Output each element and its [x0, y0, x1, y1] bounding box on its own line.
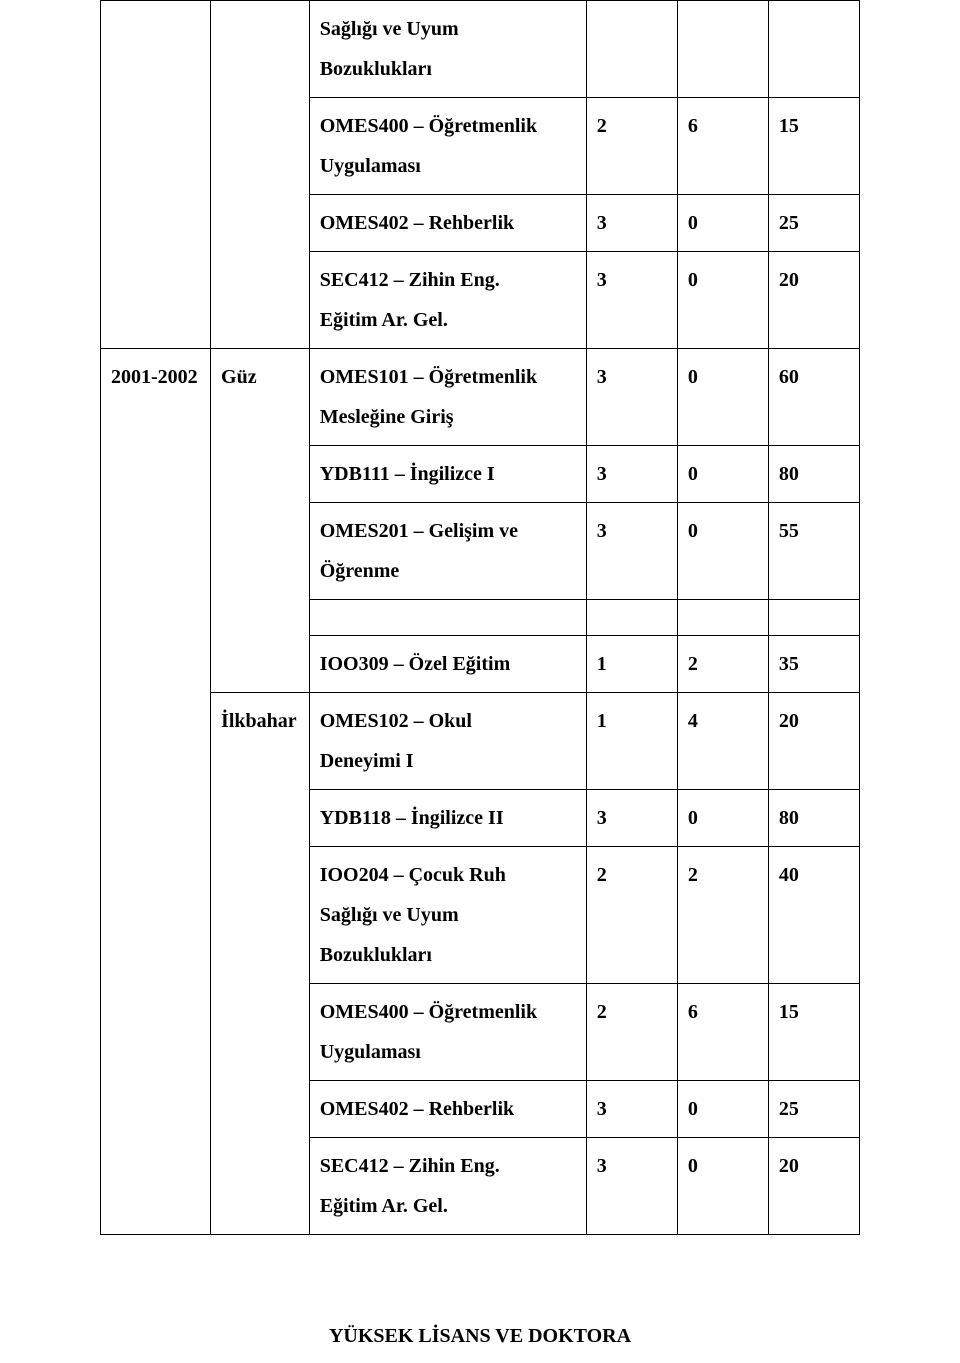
course-name-line: Uygulaması	[320, 1041, 421, 1063]
course-cell: IOO204 – Çocuk Ruh Sağlığı ve Uyum Bozuk…	[309, 847, 586, 984]
semester-cell	[211, 1, 310, 349]
value-cell: 80	[768, 446, 859, 503]
course-cell: YDB118 – İngilizce II	[309, 790, 586, 847]
course-cell: OMES101 – Öğretmenlik Mesleğine Giriş	[309, 349, 586, 446]
course-cell: SEC412 – Zihin Eng. Eğitim Ar. Gel.	[309, 1138, 586, 1235]
value-cell: 2	[677, 847, 768, 984]
table-row: Sağlığı ve Uyum Bozuklukları	[101, 1, 860, 98]
value-cell: 2	[586, 847, 677, 984]
value-cell: 20	[768, 693, 859, 790]
course-cell: OMES201 – Gelişim ve Öğrenme	[309, 503, 586, 600]
course-cell: YDB111 – İngilizce I	[309, 446, 586, 503]
course-name-line: YDB118 – İngilizce II	[320, 807, 504, 829]
value-cell: 60	[768, 349, 859, 446]
table-row: 2001-2002 Güz OMES101 – Öğretmenlik Mesl…	[101, 349, 860, 446]
value-cell	[768, 1, 859, 98]
course-name-line: Sağlığı ve Uyum	[320, 904, 459, 926]
course-cell: IOO309 – Özel Eğitim	[309, 636, 586, 693]
course-cell: OMES102 – Okul Deneyimi I	[309, 693, 586, 790]
course-name-line: Eğitim Ar. Gel.	[320, 309, 448, 331]
course-name-line: OMES402 – Rehberlik	[320, 212, 514, 234]
value-cell: 4	[677, 693, 768, 790]
value-cell	[586, 1, 677, 98]
course-cell: Sağlığı ve Uyum Bozuklukları	[309, 1, 586, 98]
course-cell: OMES400 – Öğretmenlik Uygulaması	[309, 984, 586, 1081]
value-cell: 35	[768, 636, 859, 693]
spacer-cell	[586, 600, 677, 636]
value-cell: 3	[586, 503, 677, 600]
course-name-line: SEC412 – Zihin Eng.	[320, 269, 500, 291]
course-name-line: OMES102 – Okul	[320, 710, 472, 732]
course-name-line: Bozuklukları	[320, 58, 432, 80]
value-cell: 15	[768, 98, 859, 195]
value-cell: 80	[768, 790, 859, 847]
course-name-line: Uygulaması	[320, 155, 421, 177]
course-name-line: Sağlığı ve Uyum	[320, 18, 459, 40]
course-cell: OMES400 – Öğretmenlik Uygulaması	[309, 98, 586, 195]
value-cell: 0	[677, 1081, 768, 1138]
value-cell: 2	[586, 984, 677, 1081]
value-cell: 1	[586, 693, 677, 790]
value-cell: 3	[586, 446, 677, 503]
value-cell: 0	[677, 446, 768, 503]
value-cell: 0	[677, 252, 768, 349]
value-cell: 55	[768, 503, 859, 600]
value-cell: 2	[677, 636, 768, 693]
value-cell: 20	[768, 252, 859, 349]
course-name-line: IOO204 – Çocuk Ruh	[320, 864, 506, 886]
value-cell: 0	[677, 1138, 768, 1235]
spacer-cell	[677, 600, 768, 636]
value-cell: 6	[677, 984, 768, 1081]
value-cell: 40	[768, 847, 859, 984]
course-name-line: OMES201 – Gelişim ve	[320, 520, 518, 542]
value-cell: 3	[586, 252, 677, 349]
year-cell	[101, 1, 211, 349]
course-cell: OMES402 – Rehberlik	[309, 1081, 586, 1138]
table-row: İlkbahar OMES102 – Okul Deneyimi I 1 4 2…	[101, 693, 860, 790]
semester-cell: Güz	[211, 349, 310, 693]
course-name-line: Deneyimi I	[320, 750, 414, 772]
value-cell	[677, 1, 768, 98]
course-name-line: OMES400 – Öğretmenlik	[320, 115, 537, 137]
course-name-line: YDB111 – İngilizce I	[320, 463, 495, 485]
spacer-cell	[309, 600, 586, 636]
spacer-cell	[768, 600, 859, 636]
value-cell: 3	[586, 1081, 677, 1138]
course-table: Sağlığı ve Uyum Bozuklukları OMES400 – Ö…	[100, 0, 860, 1235]
year-cell: 2001-2002	[101, 349, 211, 1235]
course-name-line: Mesleğine Giriş	[320, 406, 454, 428]
course-name-line: OMES400 – Öğretmenlik	[320, 1001, 537, 1023]
value-cell: 25	[768, 195, 859, 252]
value-cell: 20	[768, 1138, 859, 1235]
course-cell: OMES402 – Rehberlik	[309, 195, 586, 252]
value-cell: 2	[586, 98, 677, 195]
course-name-line: OMES101 – Öğretmenlik	[320, 366, 537, 388]
course-name-line: OMES402 – Rehberlik	[320, 1098, 514, 1120]
semester-cell: İlkbahar	[211, 693, 310, 1235]
value-cell: 3	[586, 195, 677, 252]
value-cell: 0	[677, 195, 768, 252]
course-name-line: IOO309 – Özel Eğitim	[320, 653, 511, 675]
value-cell: 25	[768, 1081, 859, 1138]
value-cell: 3	[586, 349, 677, 446]
value-cell: 0	[677, 349, 768, 446]
course-name-line: Öğrenme	[320, 560, 400, 582]
value-cell: 0	[677, 503, 768, 600]
page-container: Sağlığı ve Uyum Bozuklukları OMES400 – Ö…	[0, 0, 960, 1363]
course-cell: SEC412 – Zihin Eng. Eğitim Ar. Gel.	[309, 252, 586, 349]
value-cell: 1	[586, 636, 677, 693]
course-name-line: Eğitim Ar. Gel.	[320, 1195, 448, 1217]
course-name-line: SEC412 – Zihin Eng.	[320, 1155, 500, 1177]
section-heading: YÜKSEK LİSANS VE DOKTORA	[0, 1325, 960, 1348]
value-cell: 0	[677, 790, 768, 847]
value-cell: 3	[586, 1138, 677, 1235]
course-name-line: Bozuklukları	[320, 944, 432, 966]
value-cell: 3	[586, 790, 677, 847]
value-cell: 6	[677, 98, 768, 195]
value-cell: 15	[768, 984, 859, 1081]
